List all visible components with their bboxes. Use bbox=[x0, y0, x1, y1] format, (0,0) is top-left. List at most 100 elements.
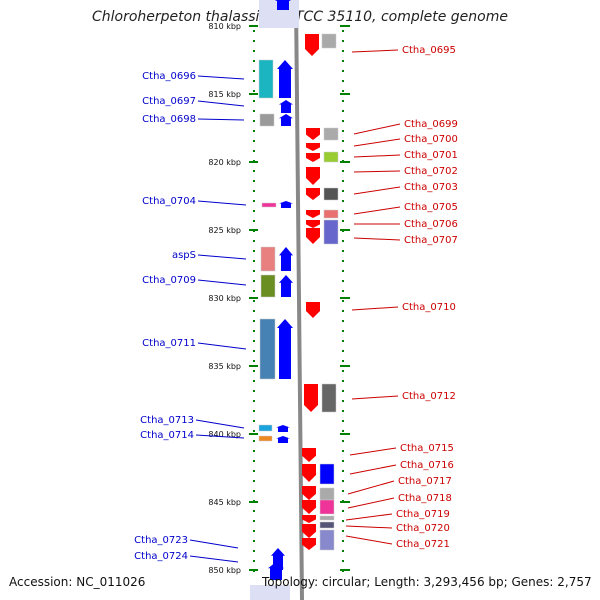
label-leader-line bbox=[351, 306, 399, 311]
label-leader-line bbox=[189, 555, 239, 563]
ruler-tick-label: 830 kbp bbox=[208, 294, 241, 303]
ruler-tick-label: 825 kbp bbox=[208, 226, 241, 235]
reverse-gene-arrow bbox=[302, 538, 316, 550]
label-leader-line bbox=[197, 200, 247, 206]
gene-label-left: Ctha_0724 bbox=[134, 551, 188, 562]
gene-color-box bbox=[323, 127, 339, 141]
gene-label-right: Ctha_0720 bbox=[396, 523, 450, 534]
gene-color-box bbox=[260, 246, 276, 272]
gene-label-left: aspS bbox=[172, 250, 196, 261]
gene-color-box bbox=[259, 318, 276, 380]
gene-color-box bbox=[321, 33, 337, 49]
reverse-gene-arrow bbox=[306, 143, 320, 151]
gene-label-left: Ctha_0697 bbox=[142, 96, 196, 107]
gene-label-right: Ctha_0707 bbox=[404, 235, 458, 246]
ruler-tick-label: 840 kbp bbox=[208, 430, 241, 439]
gene-label-left: Ctha_0704 bbox=[142, 196, 196, 207]
gene-color-box bbox=[323, 219, 339, 245]
forward-gene-arrow bbox=[268, 562, 284, 580]
gene-color-box bbox=[319, 499, 335, 515]
accession-text: Accession: NC_011026 bbox=[9, 575, 146, 589]
gene-label-right: Ctha_0702 bbox=[404, 166, 458, 177]
gene-label-right: Ctha_0718 bbox=[398, 493, 452, 504]
label-leader-line bbox=[195, 434, 245, 439]
label-leader-line bbox=[197, 75, 245, 80]
gene-label-left: Ctha_0698 bbox=[142, 114, 196, 125]
reverse-gene-arrow bbox=[306, 220, 320, 228]
reverse-gene-arrow bbox=[304, 384, 318, 412]
reverse-gene-arrow bbox=[302, 486, 316, 500]
forward-gene-arrow bbox=[277, 319, 293, 379]
gene-label-right: Ctha_0701 bbox=[404, 150, 458, 161]
gene-color-box bbox=[319, 515, 335, 521]
label-leader-line bbox=[189, 539, 239, 549]
forward-gene-arrow bbox=[276, 425, 290, 432]
label-leader-line bbox=[345, 535, 393, 545]
gene-color-box bbox=[323, 187, 339, 201]
ruler-tick-label: 815 kbp bbox=[208, 90, 241, 99]
label-leader-line bbox=[353, 186, 401, 195]
label-leader-line bbox=[197, 342, 247, 350]
label-leader-line bbox=[347, 480, 395, 495]
genome-backbone bbox=[294, 0, 304, 600]
gene-label-right: Ctha_0715 bbox=[400, 443, 454, 454]
gene-color-box bbox=[261, 202, 277, 208]
gene-label-right: Ctha_0717 bbox=[398, 476, 452, 487]
gene-color-box bbox=[260, 274, 276, 298]
gene-label-right: Ctha_0700 bbox=[404, 134, 458, 145]
gene-color-box bbox=[259, 113, 275, 127]
label-leader-line bbox=[345, 525, 393, 529]
reverse-gene-arrow bbox=[302, 524, 316, 538]
label-leader-line bbox=[197, 254, 247, 260]
gene-label-right: Ctha_0721 bbox=[396, 539, 450, 550]
forward-gene-arrow bbox=[279, 100, 293, 113]
ruler-tick-label: 850 kbp bbox=[208, 566, 241, 575]
label-leader-line bbox=[345, 513, 393, 521]
forward-gene-arrow bbox=[279, 275, 293, 297]
label-leader-line bbox=[197, 100, 245, 107]
label-leader-line bbox=[353, 237, 401, 241]
ruler-tick-label: 845 kbp bbox=[208, 498, 241, 507]
gene-label-right: Ctha_0699 bbox=[404, 119, 458, 130]
genome-stats-text: Topology: circular; Length: 3,293,456 bp… bbox=[262, 575, 592, 589]
reverse-gene-arrow bbox=[305, 34, 319, 56]
label-leader-line bbox=[197, 118, 245, 121]
gene-color-box bbox=[258, 59, 274, 99]
gene-label-left: Ctha_0709 bbox=[142, 275, 196, 286]
gene-label-right: Ctha_0719 bbox=[396, 509, 450, 520]
gene-label-left: Ctha_0714 bbox=[140, 430, 194, 441]
reverse-gene-arrow bbox=[306, 188, 320, 200]
label-leader-line bbox=[353, 154, 401, 158]
gene-label-right: Ctha_0712 bbox=[402, 391, 456, 402]
gene-label-right: Ctha_0716 bbox=[400, 460, 454, 471]
reverse-gene-arrow bbox=[302, 500, 316, 514]
gene-color-box bbox=[323, 151, 339, 163]
gene-color-box bbox=[319, 463, 335, 485]
genome-title: Chloroherpeton thalassium ATCC 35110, co… bbox=[92, 9, 508, 25]
label-leader-line bbox=[351, 49, 399, 53]
label-leader-line bbox=[353, 170, 401, 173]
reverse-gene-arrow bbox=[306, 302, 320, 318]
gene-label-right: Ctha_0706 bbox=[404, 219, 458, 230]
forward-gene-arrow bbox=[279, 114, 293, 126]
forward-gene-arrow bbox=[277, 60, 293, 98]
reverse-gene-arrow bbox=[306, 153, 320, 162]
ruler-tick-label: 835 kbp bbox=[208, 362, 241, 371]
reverse-gene-arrow bbox=[302, 464, 316, 482]
label-leader-line bbox=[353, 206, 401, 215]
gene-color-box bbox=[319, 487, 335, 501]
label-leader-line bbox=[197, 279, 247, 286]
gene-label-right: Ctha_0705 bbox=[404, 202, 458, 213]
reverse-gene-arrow bbox=[302, 515, 316, 523]
gene-color-box bbox=[323, 209, 339, 219]
forward-gene-arrow bbox=[275, 0, 291, 10]
gene-label-left: Ctha_0713 bbox=[140, 415, 194, 426]
gene-label-right: Ctha_0710 bbox=[402, 302, 456, 313]
gene-color-box bbox=[319, 521, 335, 529]
reverse-gene-arrow bbox=[306, 210, 320, 218]
gene-label-left: Ctha_0723 bbox=[134, 535, 188, 546]
ruler-tick-label: 810 kbp bbox=[208, 22, 241, 31]
label-leader-line bbox=[347, 497, 395, 509]
gene-color-box bbox=[258, 435, 273, 442]
